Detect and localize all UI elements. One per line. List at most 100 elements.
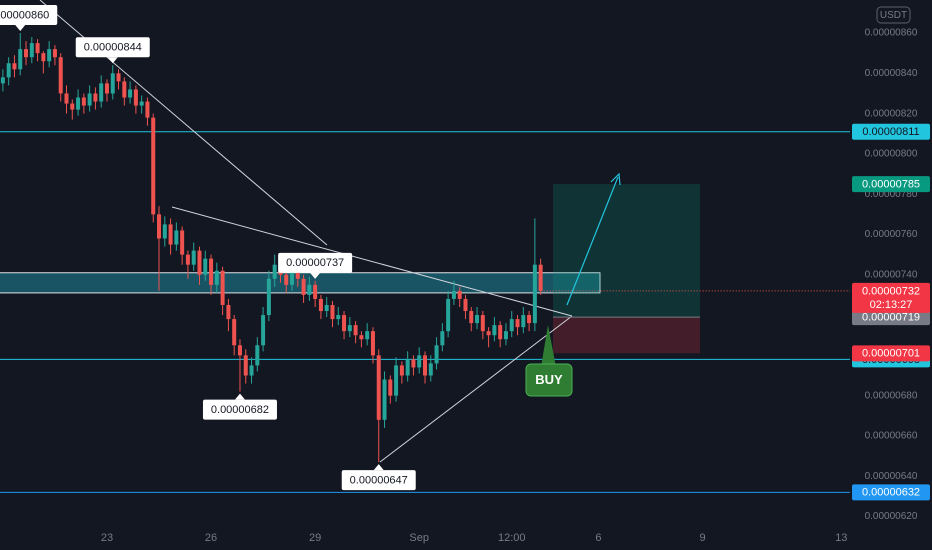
signal-pointer [541,325,556,367]
y-tick-label: 0.00000740 [865,269,918,280]
candle-body [399,365,404,376]
price-label: 0.00000732 [862,285,920,297]
candle-body [47,49,52,62]
candle-body [41,53,46,62]
candle-body [162,224,167,239]
annotation-label: 0.00000844 [84,42,142,54]
annotation-box [202,399,277,420]
candle-body [388,379,393,396]
candle-body [145,101,150,118]
annotation-box [0,5,58,26]
candle-body [365,331,370,340]
candle-body [52,49,57,58]
y-tick-label: 0.00000820 [865,108,918,119]
annotation-pointer [234,393,245,400]
candle-body [99,83,104,102]
candle-body [347,325,352,332]
candle-body [272,264,277,279]
y-tick-label: 0.00000620 [865,511,918,522]
candle-body [428,363,433,376]
candle-body [151,117,156,215]
y-tick-label: 0.00000860 [865,28,918,39]
candle-body [336,315,341,320]
candles [0,33,543,463]
candle-body [307,284,312,295]
candle-body [342,315,347,332]
price-label-box [852,282,930,313]
candle-body [382,379,387,420]
candle-body [139,101,144,106]
y-tick-label: 0.00000680 [865,390,918,401]
axis-layer: 0.00000860 0.00000840 0.00000820 0.00000800… [101,28,930,544]
candle-body [411,359,416,368]
candle-body [232,319,237,346]
price-label-box [852,123,930,140]
countdown: 02:13:27 [870,299,913,311]
price-label: 0.00000701 [862,348,920,360]
back-layer [0,131,850,493]
annotation-pointer [373,464,384,471]
candle-body [174,230,179,245]
currency: USDT [880,10,907,21]
candle-body [301,278,306,295]
price-axis [850,0,932,550]
zone [0,272,601,294]
candle-body [509,319,514,332]
stop-zone [553,317,700,354]
currency-box [876,6,911,24]
price-label-box [852,309,930,326]
candle-body [469,311,474,324]
candle-body [237,345,242,356]
target-zone [553,184,700,318]
candle-body [324,304,329,312]
y-tick-label: 0.00000640 [865,471,918,482]
candle-body [70,103,75,110]
candle-body [93,93,98,102]
price-label: 0.00000719 [862,311,920,323]
candle-body [116,73,121,82]
candle-body [255,345,260,366]
candle-body [417,355,422,368]
x-tick-label: Sep [409,532,429,544]
annotation-label: 0.00000682 [211,404,269,416]
candle-body [266,278,271,316]
candle-body [214,270,219,285]
price-label-box [852,176,930,193]
candle-body [480,315,485,332]
price-label: 0.00000785 [862,179,920,191]
x-tick-label: 29 [309,532,321,544]
candle-body [35,43,40,54]
candle-body [29,43,34,58]
candle-body [434,345,439,364]
candle-body [313,284,318,299]
candle-body [76,97,81,110]
candle-body [243,355,248,376]
candle-body [180,230,185,255]
candle-body [261,315,266,346]
price-label-box [852,345,930,362]
candle-body [538,264,543,291]
price-label: 0.00000632 [862,487,920,499]
x-tick-label: 12:00 [498,532,526,544]
annotation-pointer [15,25,26,32]
candle-body [284,274,289,285]
x-tick-label: 23 [101,532,113,544]
candle-body [527,315,532,324]
candle-body [6,63,11,78]
candle-body [24,49,29,58]
candle-body [376,355,381,420]
trend-line [171,206,573,317]
candle-body [209,258,214,285]
candle-body [110,73,115,94]
annotation-box [341,470,416,491]
candle-body [128,89,133,98]
candle-body [446,298,451,332]
y-tick-label: 0.00000800 [865,149,918,160]
annotation-label: 0.00000737 [286,257,344,269]
candle-body [440,331,445,346]
x-tick-label: 26 [205,532,217,544]
candle-body [290,270,295,285]
x-tick-label: 13 [835,532,847,544]
